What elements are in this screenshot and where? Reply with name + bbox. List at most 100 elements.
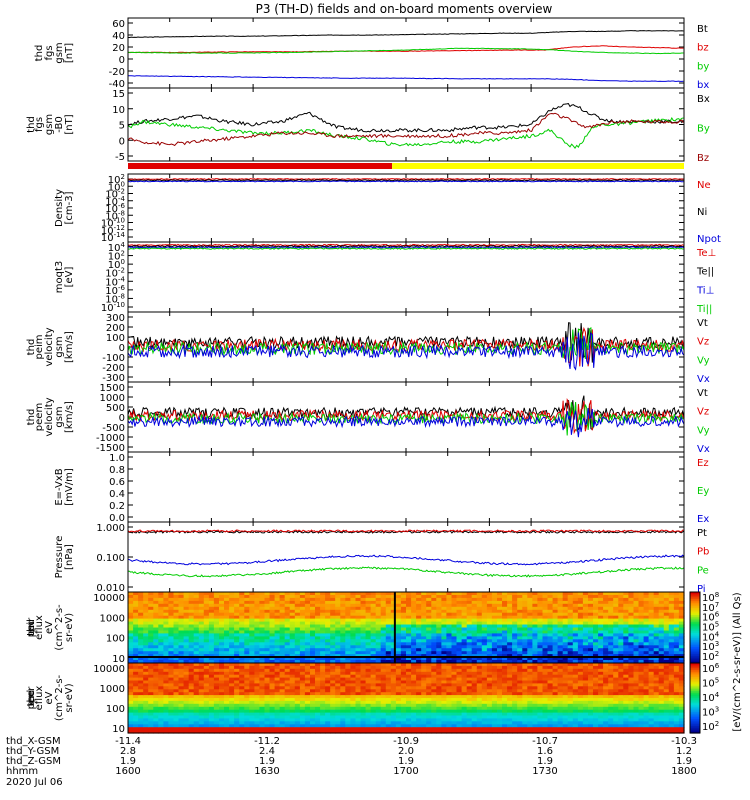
figure-title: P3 (TH-D) fields and on-board moments ov… bbox=[256, 2, 553, 16]
series-vy bbox=[127, 401, 685, 436]
y-tick-label: -20 bbox=[109, 67, 125, 78]
y-axis-label: [nT] bbox=[64, 114, 75, 134]
y-axis-label: gsm bbox=[54, 406, 65, 427]
series-vx bbox=[127, 332, 685, 371]
x-row-value: -10.3 bbox=[671, 736, 697, 747]
y-tick-label: 10-2 bbox=[105, 267, 125, 280]
y-tick-label: 0.100 bbox=[96, 553, 125, 564]
y-axis-label: [mV/m] bbox=[64, 468, 75, 506]
y-axis-label: eV bbox=[44, 621, 55, 634]
legend-vx: Vx bbox=[697, 374, 710, 385]
y-tick-label: 100 bbox=[106, 634, 125, 645]
legend-te||: Te|| bbox=[696, 267, 714, 278]
x-row-label: thd_Y-GSM bbox=[6, 746, 59, 757]
y-tick-label: 1.0 bbox=[109, 453, 125, 464]
y-axis-label: thd bbox=[26, 339, 37, 356]
y-tick-label: 0 bbox=[119, 343, 125, 354]
x-row-value: 1.6 bbox=[537, 746, 553, 757]
y-tick-label: 1000 bbox=[100, 393, 125, 404]
y-tick-label: 100 bbox=[108, 180, 125, 193]
y-tick-label: 40 bbox=[112, 31, 125, 42]
x-row-value: 1700 bbox=[393, 766, 418, 777]
x-row-value: -10.7 bbox=[532, 736, 558, 747]
y-tick-label: 10-14 bbox=[101, 231, 126, 244]
legend-bz: bz bbox=[697, 43, 709, 54]
series-bz bbox=[127, 45, 684, 54]
x-row-value: 2.4 bbox=[259, 746, 275, 757]
y-tick-label: -500 bbox=[102, 423, 125, 434]
colorbar-tick-label: 106 bbox=[702, 611, 720, 624]
series-vz bbox=[127, 398, 685, 435]
series-ni bbox=[127, 179, 684, 182]
legend-bx: bx bbox=[697, 80, 709, 91]
colorbar-frame bbox=[689, 662, 701, 734]
panel-frame bbox=[127, 87, 685, 162]
y-tick-label: 10-8 bbox=[105, 292, 125, 305]
y-axis-label: moqt3 bbox=[54, 261, 65, 294]
y-tick-label: 1.000 bbox=[96, 523, 125, 534]
colorbar-tick-label: 105 bbox=[702, 621, 719, 634]
legend-vy: Vy bbox=[697, 425, 710, 436]
legend-pe: Pe bbox=[697, 565, 709, 576]
y-axis-label: fgs bbox=[44, 45, 55, 60]
x-row-value: -10.9 bbox=[393, 736, 419, 747]
legend-pi: Pi bbox=[697, 584, 706, 595]
colorbar-tick-label: 105 bbox=[702, 677, 719, 690]
y-tick-label: 0 bbox=[119, 136, 125, 147]
x-row-value: 2.8 bbox=[120, 746, 136, 757]
legend-ti||: Ti|| bbox=[696, 304, 712, 315]
y-axis-label: thd bbox=[26, 619, 37, 636]
series-bt bbox=[128, 30, 684, 38]
colorbar-label: [eV/(cm^2-s-sr-eV)] (All Qs) bbox=[732, 592, 743, 731]
legend-vt: Vt bbox=[697, 388, 708, 399]
x-row-value: -11.2 bbox=[254, 736, 280, 747]
y-tick-label: 1500 bbox=[100, 383, 125, 394]
x-row-label: thd_Z-GSM bbox=[6, 756, 61, 767]
x-row-value: 1800 bbox=[671, 766, 696, 777]
y-axis-label: peer bbox=[26, 686, 37, 710]
y-axis-label: E=-VxB bbox=[54, 468, 65, 505]
colorbar-tick-label: 103 bbox=[702, 706, 719, 719]
y-axis-label: thd bbox=[26, 409, 37, 426]
y-tick-label: 10 bbox=[112, 654, 125, 665]
legend-bz: Bz bbox=[697, 153, 709, 164]
legend-ey: Ey bbox=[697, 486, 709, 497]
series-ne bbox=[128, 178, 685, 180]
legend-te⊥: Te⊥ bbox=[696, 248, 716, 259]
x-row-value: 1630 bbox=[254, 766, 279, 777]
y-tick-label: 20 bbox=[112, 43, 125, 54]
series-ti bbox=[127, 246, 685, 249]
legend-ti⊥: Ti⊥ bbox=[696, 285, 714, 296]
x-row-value: -11.4 bbox=[115, 736, 141, 747]
x-row-value: 1.9 bbox=[259, 756, 275, 767]
y-tick-label: 0.2 bbox=[109, 501, 125, 512]
series-vx bbox=[127, 408, 685, 438]
legend-vz: Vz bbox=[697, 407, 709, 418]
y-tick-label: 10 bbox=[112, 724, 125, 735]
y-tick-label: 10-6 bbox=[105, 202, 125, 215]
colorbar-tick-label: 102 bbox=[702, 720, 719, 733]
spectrogram bbox=[128, 592, 685, 664]
y-tick-label: 100 bbox=[106, 704, 125, 715]
y-tick-label: -200 bbox=[102, 363, 125, 374]
legend-pt: Pt bbox=[697, 528, 707, 539]
series-pt bbox=[127, 530, 685, 534]
y-tick-label: 1000 bbox=[100, 613, 125, 624]
y-tick-label: 0 bbox=[119, 413, 125, 424]
y-axis-label: eflux bbox=[34, 615, 45, 640]
mode-bar-fast bbox=[392, 163, 684, 169]
panel-frame bbox=[127, 662, 685, 734]
mode-bar-slow bbox=[128, 163, 393, 169]
legend-bt: Bt bbox=[697, 24, 708, 35]
y-axis-label: [eV] bbox=[64, 267, 75, 288]
y-tick-label: 5 bbox=[119, 121, 125, 132]
y-tick-label: -300 bbox=[102, 373, 125, 384]
series-te|| bbox=[127, 244, 685, 248]
x-row-value: 2.0 bbox=[398, 746, 414, 757]
legend-ez: Ez bbox=[697, 458, 709, 469]
